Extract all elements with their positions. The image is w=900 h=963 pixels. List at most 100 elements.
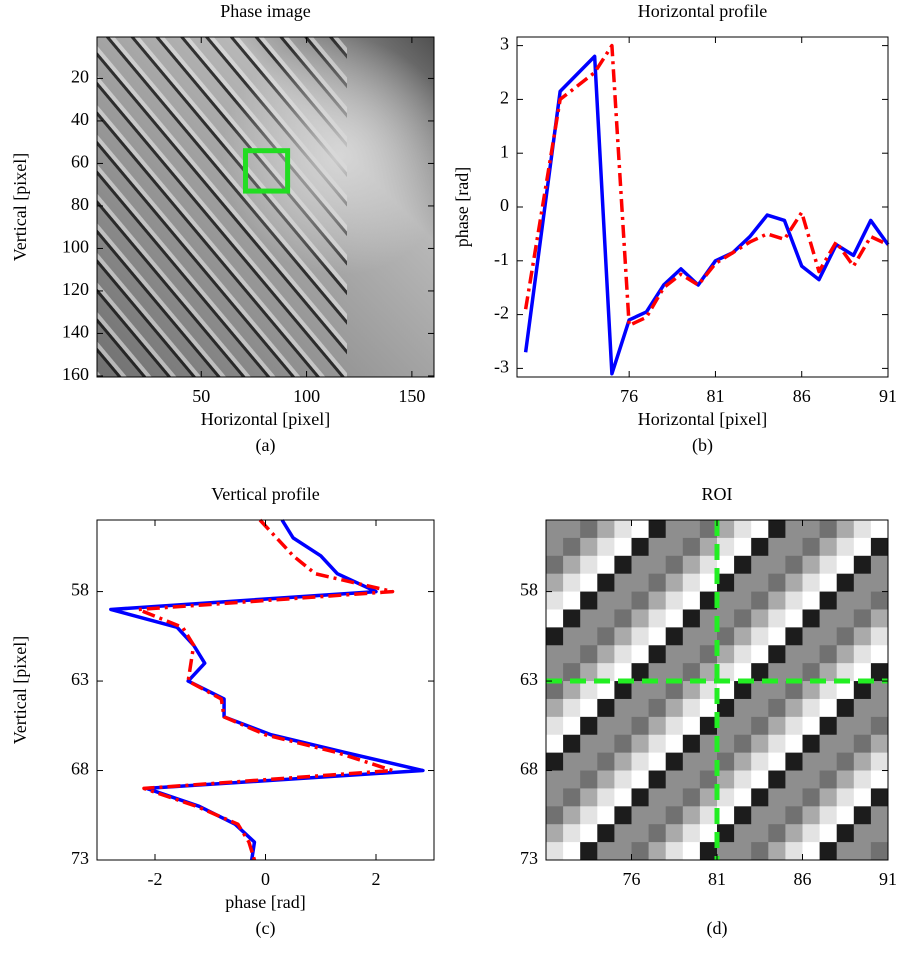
heat-cell bbox=[682, 842, 701, 861]
heat-cell bbox=[802, 770, 821, 789]
heat-cell bbox=[819, 663, 838, 682]
heat-cell bbox=[870, 681, 889, 700]
heat-cell bbox=[768, 537, 786, 557]
heat-cell bbox=[563, 591, 581, 610]
heat-cell bbox=[682, 824, 701, 843]
heat-cell bbox=[802, 627, 821, 646]
heat-cell bbox=[665, 537, 684, 557]
heat-cell bbox=[631, 537, 650, 557]
heat-cell bbox=[597, 770, 615, 789]
heat-cell bbox=[802, 788, 821, 807]
heat-cell bbox=[734, 520, 752, 539]
heat-cell bbox=[785, 609, 803, 628]
heat-cell bbox=[717, 609, 735, 628]
heat-cell bbox=[717, 681, 735, 700]
heat-cell bbox=[546, 573, 564, 593]
heat-cell bbox=[717, 591, 735, 610]
heat-cell bbox=[853, 752, 872, 772]
heat-cell bbox=[734, 591, 752, 610]
heat-cell bbox=[768, 681, 786, 700]
heat-cell bbox=[802, 573, 821, 593]
heat-cell bbox=[734, 770, 752, 789]
heat-cell bbox=[665, 698, 684, 718]
heat-cell bbox=[870, 752, 889, 772]
heat-cell bbox=[853, 788, 872, 807]
profile-line bbox=[136, 518, 395, 861]
heat-cell bbox=[751, 645, 769, 664]
heat-cell bbox=[751, 609, 769, 628]
heat-cell bbox=[631, 645, 650, 664]
heat-cell bbox=[648, 520, 667, 539]
heat-cell bbox=[563, 627, 581, 646]
x-tick-label: 0 bbox=[261, 869, 270, 889]
heat-cell bbox=[614, 788, 632, 807]
heat-cell bbox=[785, 824, 803, 843]
heat-cell bbox=[819, 734, 838, 754]
heat-cell bbox=[802, 752, 821, 772]
heat-cell bbox=[580, 537, 598, 557]
heat-cell bbox=[802, 537, 821, 557]
heat-cell bbox=[546, 627, 564, 646]
heat-cell bbox=[665, 681, 684, 700]
heat-cell bbox=[682, 698, 701, 718]
heat-cell bbox=[785, 663, 803, 682]
heat-cell bbox=[682, 681, 701, 700]
heat-cell bbox=[614, 591, 632, 610]
heat-cell bbox=[819, 788, 838, 807]
heat-cell bbox=[546, 663, 564, 682]
heat-cell bbox=[870, 716, 889, 736]
heat-cell bbox=[836, 770, 855, 789]
heat-cell bbox=[802, 806, 821, 825]
heat-cell bbox=[699, 627, 718, 646]
heat-cell bbox=[682, 788, 701, 807]
profile-line bbox=[109, 519, 425, 861]
heat-cell bbox=[631, 806, 650, 825]
heat-cell bbox=[734, 573, 752, 593]
heat-cell bbox=[870, 537, 889, 557]
heat-cell bbox=[785, 573, 803, 593]
heat-cell bbox=[870, 520, 889, 539]
heat-cell bbox=[648, 824, 667, 843]
x-tick-label: 50 bbox=[192, 386, 210, 406]
heat-cell bbox=[853, 698, 872, 718]
heat-cell bbox=[631, 663, 650, 682]
heat-cell bbox=[597, 734, 615, 754]
panel-title: Horizontal profile bbox=[638, 1, 767, 21]
heat-cell bbox=[819, 573, 838, 593]
heat-cell bbox=[785, 734, 803, 754]
heat-cell bbox=[597, 645, 615, 664]
heat-cell bbox=[580, 716, 598, 736]
heat-cell bbox=[614, 734, 632, 754]
heat-cell bbox=[734, 788, 752, 807]
x-tick-label: 76 bbox=[623, 869, 641, 889]
y-axis-label: Vertical [pixel] bbox=[10, 636, 30, 744]
heat-cell bbox=[734, 537, 752, 557]
heat-cell bbox=[768, 698, 786, 718]
heat-cell bbox=[836, 573, 855, 593]
heat-cell bbox=[682, 663, 701, 682]
heat-cell bbox=[717, 537, 735, 557]
heat-cell bbox=[802, 824, 821, 843]
heat-cell bbox=[563, 752, 581, 772]
heat-cell bbox=[768, 627, 786, 646]
x-tick-label: 86 bbox=[794, 869, 812, 889]
heat-cell bbox=[853, 770, 872, 789]
heat-cell bbox=[836, 591, 855, 610]
heat-cell bbox=[751, 842, 769, 861]
heat-cell bbox=[614, 842, 632, 861]
heat-cell bbox=[751, 681, 769, 700]
heat-cell bbox=[563, 537, 581, 557]
heat-cell bbox=[768, 591, 786, 610]
y-tick-label: 60 bbox=[71, 152, 89, 172]
x-tick-label: -2 bbox=[148, 869, 163, 889]
heat-cell bbox=[853, 681, 872, 700]
heat-cell bbox=[717, 752, 735, 772]
x-tick-label: 91 bbox=[879, 869, 897, 889]
heat-cell bbox=[768, 645, 786, 664]
y-tick-label: 58 bbox=[71, 580, 89, 600]
y-tick-label: 20 bbox=[71, 67, 89, 87]
y-tick-label: 160 bbox=[62, 364, 89, 384]
heat-cell bbox=[614, 520, 632, 539]
heat-cell bbox=[546, 591, 564, 610]
panel-title: Phase image bbox=[220, 1, 310, 21]
